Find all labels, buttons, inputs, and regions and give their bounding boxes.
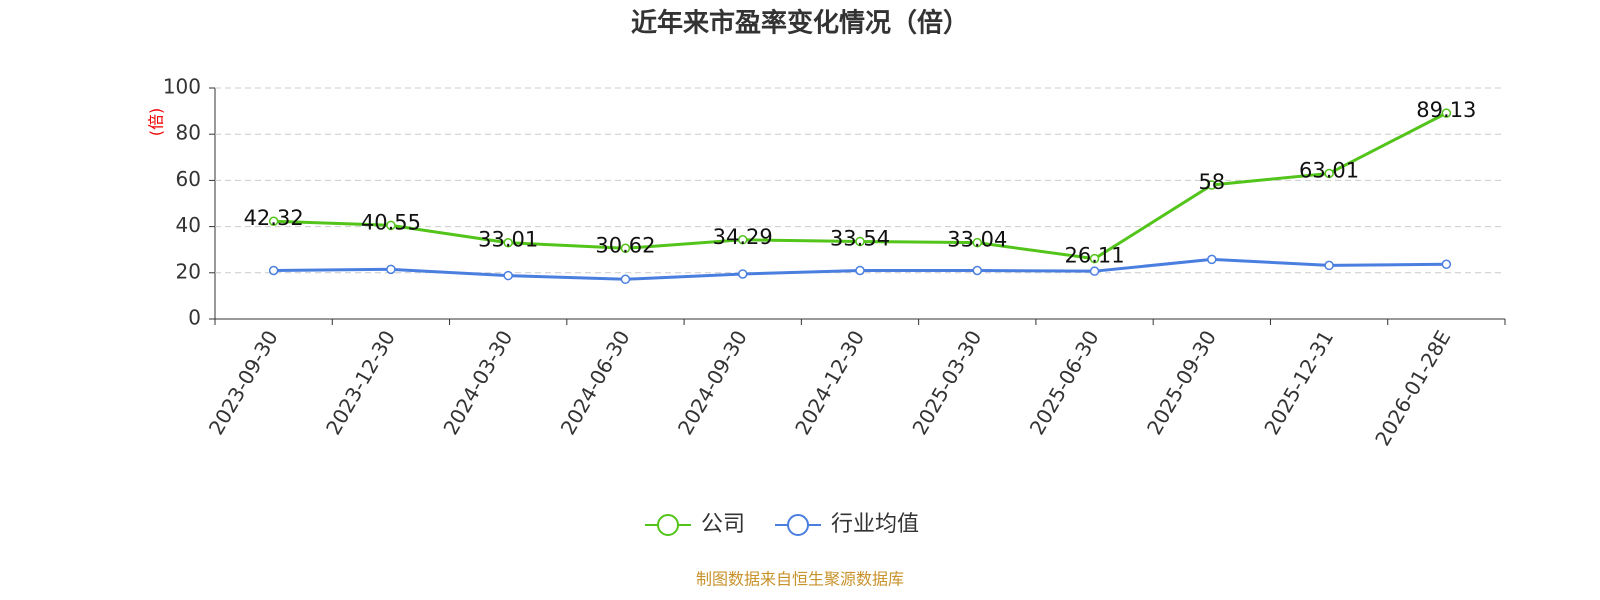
x-tick-label: 2024-06-30 — [556, 326, 635, 439]
legend-marker — [657, 514, 679, 536]
data-point — [855, 236, 865, 247]
y-axis-label: (倍) — [147, 108, 166, 137]
y-tick-label: 20 — [176, 259, 201, 283]
data-point — [386, 220, 396, 231]
legend-label: 公司 — [701, 512, 745, 537]
x-tick-label: 2024-12-30 — [790, 326, 869, 439]
data-point — [737, 269, 748, 279]
data-point — [737, 235, 748, 245]
x-tick-label: 2024-09-30 — [673, 326, 752, 439]
x-tick-label: 2023-12-30 — [321, 326, 400, 439]
y-tick-label: 80 — [176, 121, 201, 145]
data-label: 34.29 — [713, 225, 773, 249]
data-point — [972, 265, 983, 276]
x-tick-label: 2025-03-30 — [907, 326, 986, 439]
data-point — [1207, 254, 1217, 265]
data-label: 89.13 — [1416, 98, 1476, 122]
data-label: 33.01 — [478, 228, 538, 252]
data-point — [972, 237, 983, 248]
data-point — [503, 237, 513, 248]
legend-marker — [787, 514, 810, 536]
y-tick-label: 40 — [176, 213, 201, 237]
source-note: 制图数据来自恒生聚源数据库 — [696, 570, 904, 589]
data-label: 63.01 — [1299, 158, 1359, 182]
data-label: 30.62 — [595, 233, 655, 257]
data-label: 40.55 — [361, 210, 421, 234]
y-tick-label: 60 — [176, 167, 201, 191]
data-point — [1441, 108, 1452, 118]
data-point — [1207, 180, 1217, 190]
legend-label: 行业均值 — [831, 512, 919, 537]
data-point — [620, 274, 631, 285]
data-label: 26.11 — [1064, 244, 1124, 268]
data-point — [1324, 260, 1334, 271]
x-tick-label: 2025-12-31 — [1259, 326, 1338, 439]
data-point — [855, 265, 865, 276]
data-point — [620, 243, 631, 254]
data-point — [503, 270, 513, 281]
data-point — [268, 265, 279, 276]
data-label: 33.04 — [947, 228, 1007, 252]
x-tick-label: 2026-01-28E — [1370, 326, 1455, 450]
x-tick-label: 2025-09-30 — [1142, 326, 1221, 439]
y-tick-label: 0 — [188, 306, 201, 330]
data-point — [386, 264, 396, 275]
x-tick-label: 2024-03-30 — [438, 326, 517, 439]
data-point — [1089, 266, 1100, 276]
chart-title: 近年来市盈率变化情况（倍） — [631, 8, 969, 39]
data-point — [1089, 253, 1100, 264]
data-label: 42.32 — [244, 206, 304, 230]
data-point — [268, 216, 279, 226]
data-point — [1441, 259, 1452, 270]
x-tick-label: 2023-09-30 — [204, 326, 283, 439]
data-label: 33.54 — [830, 227, 890, 251]
data-point — [1324, 168, 1334, 179]
x-tick-label: 2025-06-30 — [1025, 326, 1104, 439]
y-tick-label: 100 — [163, 75, 201, 99]
data-label: 58 — [1198, 170, 1225, 194]
